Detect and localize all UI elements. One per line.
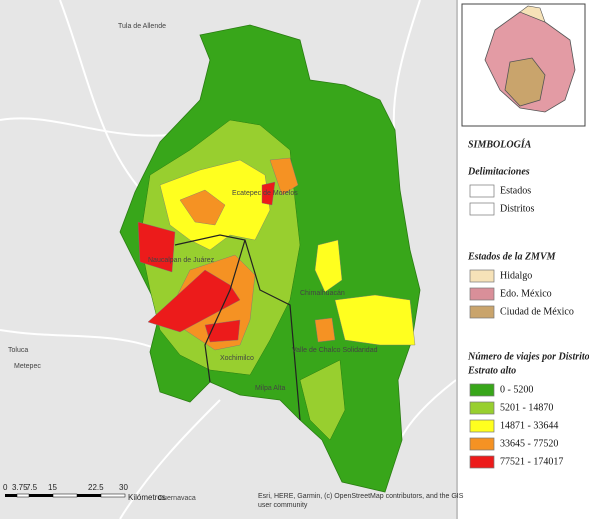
legend-swatch: [469, 383, 495, 397]
region-high: [314, 317, 336, 343]
region-mid-low: [299, 359, 346, 441]
legend-label: Estados: [500, 185, 531, 196]
place-label: Metepec: [14, 363, 41, 370]
legend-label: 33645 - 77520: [500, 438, 558, 449]
legend-subtitle: Estrato alto: [467, 365, 516, 376]
place-label: Chimalhuacán: [300, 290, 345, 297]
legend-label: Hidalgo: [500, 270, 532, 281]
scale-unit: Kilómetros: [128, 493, 166, 502]
legend: Delimitaciones Estados Distritos Estados de…: [467, 166, 589, 469]
legend-swatch: [469, 401, 495, 415]
scale-label: 3.75: [12, 483, 28, 492]
place-label: Cuernavaca: [158, 495, 196, 502]
place-label: Toluca: [8, 347, 28, 354]
place-label: Valle de Chalco Solidaridad: [292, 347, 378, 354]
region-mid: [334, 294, 416, 346]
scale-label: 0: [3, 483, 8, 492]
attribution: Esri, HERE, Garmin, (c) OpenStreetMap co…: [258, 493, 464, 500]
legend-label: Distritos: [500, 203, 535, 214]
roads: [0, 0, 421, 519]
place-label: Ecatepec de Morelos: [232, 190, 298, 197]
legend-group-title: Estados de la ZMVM: [467, 251, 557, 262]
place-label: Tula de Allende: [118, 23, 166, 30]
region-top: [147, 269, 241, 333]
legend-group-title: Delimitaciones: [467, 166, 530, 177]
scale-bar: [5, 493, 126, 498]
attribution: user community: [258, 502, 308, 509]
region-top: [261, 181, 276, 206]
legend-swatch: [469, 437, 495, 451]
scale-label: 15: [48, 483, 57, 492]
legend-label: Ciudad de México: [500, 306, 574, 317]
place-label: Naucalpan de Juárez: [148, 257, 215, 264]
place-label: Milpa Alta: [255, 385, 285, 392]
legend-swatch: [469, 269, 495, 283]
scale-label: 30: [119, 483, 128, 492]
legend-swatch: [469, 419, 495, 433]
state-border: [174, 234, 301, 421]
region-mid: [314, 239, 343, 293]
legend-swatch: [469, 305, 495, 319]
region-top: [137, 221, 176, 273]
region-high: [269, 157, 299, 196]
inset-map: [461, 3, 586, 127]
legend-swatch: [469, 287, 495, 301]
legend-label: 77521 - 174017: [500, 456, 563, 467]
place-label: Xochimilco: [220, 355, 254, 362]
legend-label: 14871 - 33644: [500, 420, 558, 431]
scale-label: 7.5: [26, 483, 38, 492]
legend-label: 5201 - 14870: [500, 402, 553, 413]
region-high: [179, 189, 226, 226]
legend-label: 0 - 5200: [500, 384, 533, 395]
legend-group-title: Número de viajes por Distrito: [467, 351, 589, 362]
legend-label: Edo. México: [500, 288, 552, 299]
legend-title: SIMBOLOGÍA: [468, 138, 532, 150]
legend-swatch: [469, 184, 495, 198]
legend-swatch: [469, 455, 495, 469]
scale-label: 22.5: [88, 483, 104, 492]
legend-swatch: [469, 202, 495, 216]
